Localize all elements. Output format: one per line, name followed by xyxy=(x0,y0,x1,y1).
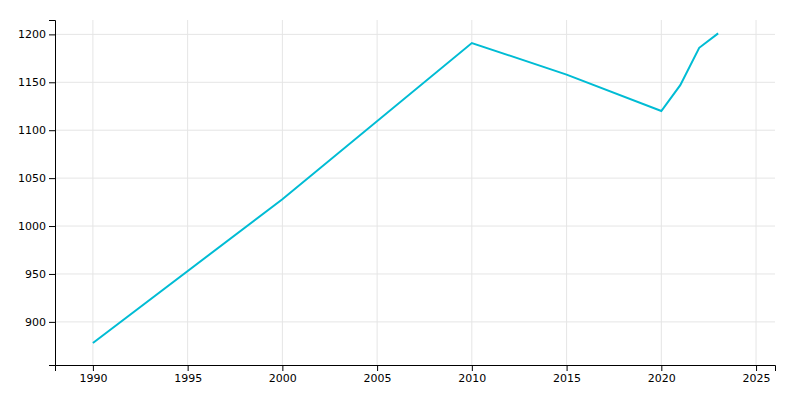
y-tick-mark xyxy=(49,178,55,179)
x-tick-mark xyxy=(567,365,568,371)
y-axis: 900 950 1000 1050 1100 1150 1200 xyxy=(18,21,56,366)
x-tick-label: 2000 xyxy=(269,372,297,385)
x-tick: 2015 xyxy=(553,365,581,385)
grid-line-x xyxy=(471,20,472,365)
y-tick-label: 1000 xyxy=(18,220,46,233)
x-tick: 2025 xyxy=(743,365,771,385)
y-tick-label: 1150 xyxy=(18,76,46,89)
y-tick-label: 1100 xyxy=(18,124,46,137)
x-tick: 2020 xyxy=(648,365,676,385)
y-tick: 1200 xyxy=(18,28,55,41)
x-tick: 1995 xyxy=(174,365,202,385)
x-tick-mark xyxy=(377,365,378,371)
grid-line-x xyxy=(566,20,567,365)
chart: 1990 1995 2000 2005 2010 2015 2020 2025 900 950 10… xyxy=(0,0,800,400)
x-tick-mark xyxy=(472,365,473,371)
y-tick-mark xyxy=(49,322,55,323)
y-tick-mark xyxy=(49,82,55,83)
x-tick: 2005 xyxy=(364,365,392,385)
grid-line-y xyxy=(55,178,775,179)
grid-line-x xyxy=(92,20,93,365)
grid-line-x xyxy=(377,20,378,365)
x-tick-label: 2020 xyxy=(648,372,676,385)
x-tick-label: 1995 xyxy=(174,372,202,385)
y-tick-label: 1050 xyxy=(18,172,46,185)
y-tick: 900 xyxy=(25,316,55,329)
grid-line-x xyxy=(661,20,662,365)
x-tick-mark xyxy=(661,365,662,371)
y-tick: 950 xyxy=(25,268,55,281)
grid-line-y xyxy=(55,130,775,131)
grid-line-x xyxy=(282,20,283,365)
y-tick: 1100 xyxy=(18,124,55,137)
y-axis-line xyxy=(49,21,56,366)
grid-line-y xyxy=(55,34,775,35)
x-tick-label: 2005 xyxy=(364,372,392,385)
x-axis-line xyxy=(56,366,776,372)
grid-line-y xyxy=(55,226,775,227)
plot: 1990 1995 2000 2005 2010 2015 2020 2025 900 950 10… xyxy=(18,20,776,385)
x-tick-label: 2015 xyxy=(553,372,581,385)
grid-line-y xyxy=(55,82,775,83)
y-tick-label: 950 xyxy=(25,268,46,281)
line xyxy=(93,33,718,343)
y-tick-mark xyxy=(49,34,55,35)
y-tick-mark xyxy=(49,226,55,227)
y-tick: 1000 xyxy=(18,220,55,233)
y-tick-label: 1200 xyxy=(18,28,46,41)
x-tick-mark xyxy=(282,365,283,371)
marks xyxy=(93,33,718,343)
grid-line-y xyxy=(55,321,775,322)
x-axis: 1990 1995 2000 2005 2010 2015 2020 2025 xyxy=(56,365,776,385)
grid-line-x xyxy=(187,20,188,365)
x-tick-mark xyxy=(188,365,189,371)
x-tick-mark xyxy=(756,365,757,371)
x-tick: 2000 xyxy=(269,365,297,385)
y-tick-mark xyxy=(49,130,55,131)
x-tick-label: 2025 xyxy=(743,372,771,385)
grid-line-x xyxy=(756,20,757,365)
x-tick: 1990 xyxy=(79,365,107,385)
grid-line-y xyxy=(55,273,775,274)
y-tick: 1150 xyxy=(18,76,55,89)
y-tick-label: 900 xyxy=(25,316,46,329)
y-tick-mark xyxy=(49,274,55,275)
x-tick-mark xyxy=(93,365,94,371)
x-tick: 2010 xyxy=(458,365,486,385)
x-tick-label: 2010 xyxy=(458,372,486,385)
grid xyxy=(55,20,775,365)
x-tick-label: 1990 xyxy=(79,372,107,385)
y-tick: 1050 xyxy=(18,172,55,185)
